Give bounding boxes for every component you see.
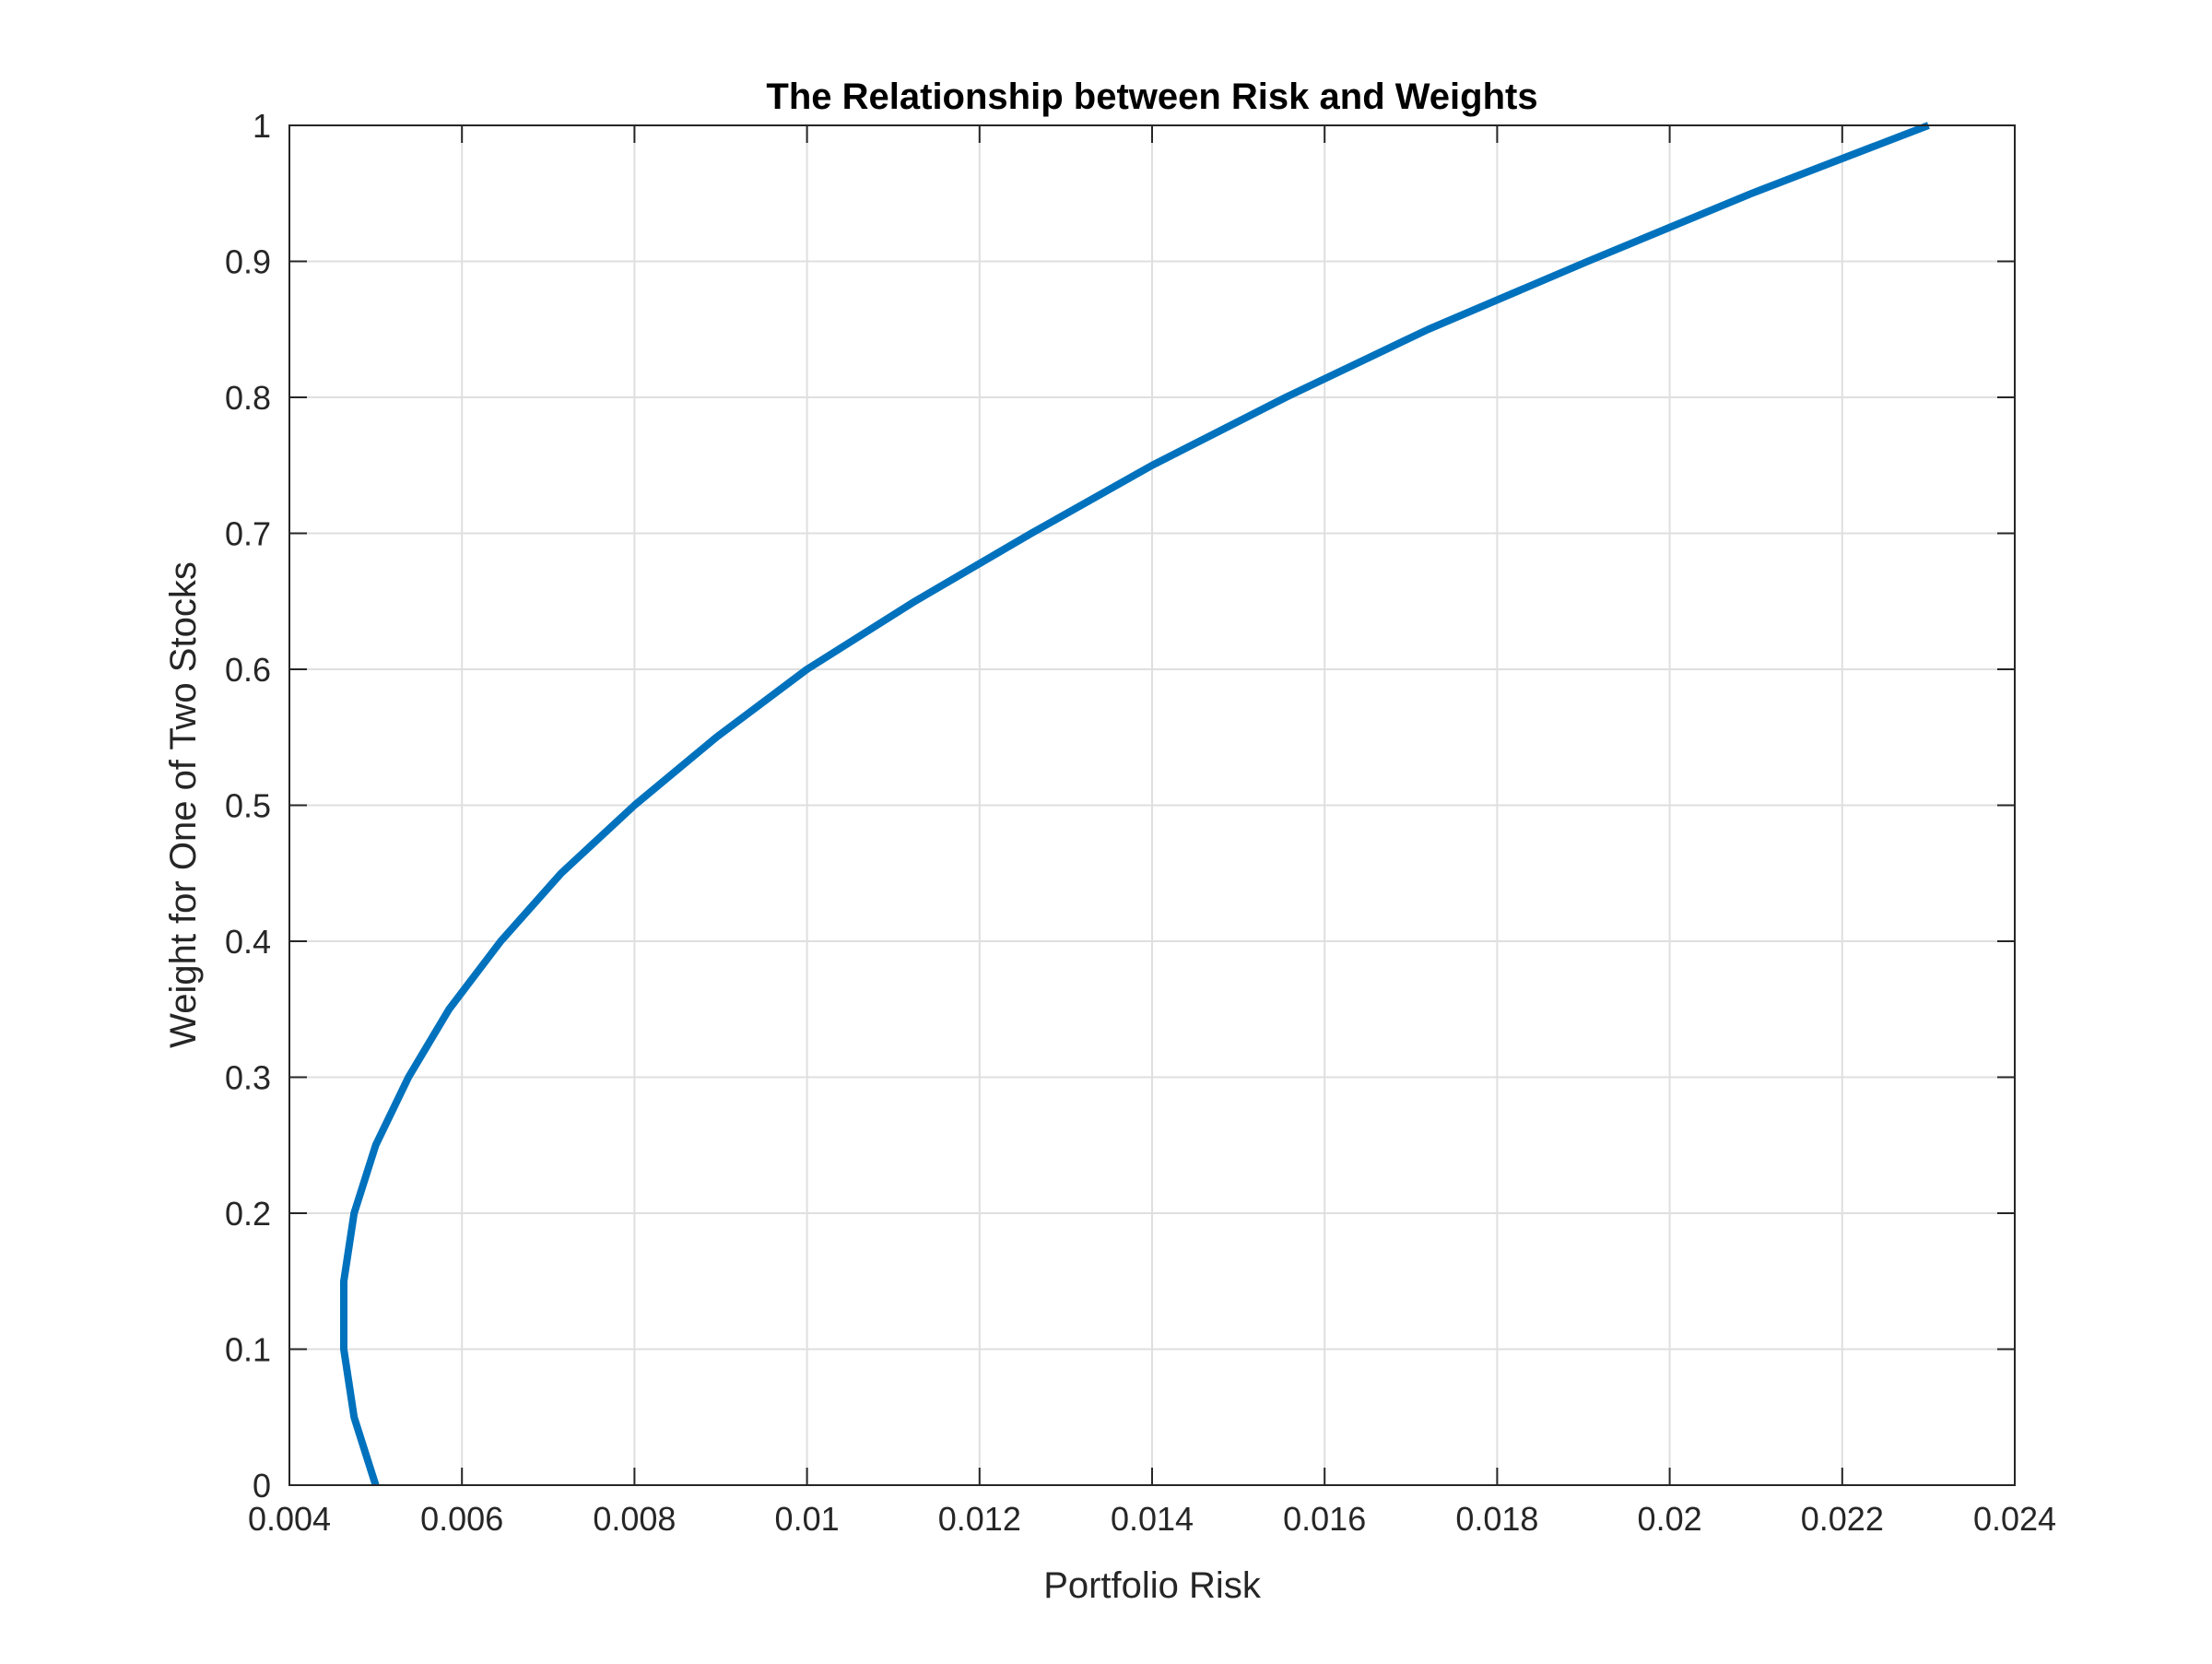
y-tick-label: 0.8: [225, 379, 271, 417]
grid: [289, 125, 2015, 1485]
y-tick-label: 0.6: [225, 651, 271, 689]
ticks: 0.004 0.006 0.008 0.01 0.012 0.014 0.016 0.018 0…: [225, 107, 2056, 1538]
y-tick-label: 0.1: [225, 1331, 271, 1369]
x-tick-label: 0.008: [593, 1500, 676, 1538]
x-tick-label: 0.024: [1973, 1500, 2056, 1538]
y-tick-label: 0.2: [225, 1195, 271, 1233]
y-tick-label: 0: [253, 1467, 271, 1505]
x-tick-label: 0.014: [1111, 1500, 1194, 1538]
series-layer: [340, 122, 1930, 1487]
x-tick-label: 0.012: [938, 1500, 1021, 1538]
y-tick-label: 0.5: [225, 787, 271, 825]
y-tick-label: 0.9: [225, 243, 271, 281]
y-axis-label: Weight for One of Two Stocks: [163, 561, 204, 1048]
x-tick-label: 0.022: [1801, 1500, 1884, 1538]
x-tick-label: 0.016: [1283, 1500, 1366, 1538]
x-axis-label: Portfolio Risk: [1043, 1565, 1262, 1606]
x-tick-label: 0.006: [420, 1500, 503, 1538]
x-tick-label: 0.004: [248, 1500, 331, 1538]
x-tick-label: 0.02: [1638, 1500, 1702, 1538]
x-tick-label: 0.01: [775, 1500, 840, 1538]
y-tick-label: 0.4: [225, 923, 271, 961]
y-tick-label: 0.3: [225, 1059, 271, 1097]
x-tick-label: 0.018: [1455, 1500, 1538, 1538]
y-tick-label: 1: [253, 107, 271, 145]
series-line: [340, 122, 1930, 1487]
chart-title: The Relationship between Risk and Weight…: [766, 77, 1537, 117]
y-tick-label: 0.7: [225, 515, 271, 553]
